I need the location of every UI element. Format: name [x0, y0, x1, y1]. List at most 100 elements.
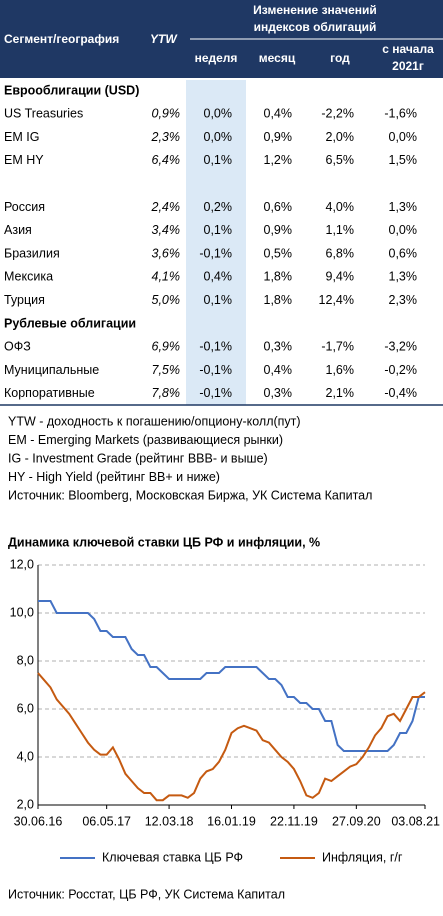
row-label: Муниципальные — [4, 363, 99, 377]
series-line — [38, 600, 425, 752]
table-cell: 1,1% — [326, 223, 355, 237]
y-tick-label: 8,0 — [17, 653, 34, 667]
table-cell: -0,4% — [384, 386, 417, 400]
table-cell: 0,2% — [204, 200, 233, 214]
table-cell: 3,4% — [152, 223, 181, 237]
note: IG - Investment Grade (рейтинг BBB- и вы… — [8, 451, 268, 465]
table-cell: 0,5% — [264, 246, 293, 260]
legend-label: Инфляция, г/г — [322, 850, 403, 864]
table-cell: 0,0% — [389, 223, 418, 237]
note: YTW - доходность к погашению/опциону-кол… — [8, 414, 301, 428]
table-cell: 0,9% — [264, 223, 293, 237]
note: EM - Emerging Markets (развивающиеся рын… — [8, 433, 283, 447]
table-cell: 3,6% — [152, 246, 181, 260]
row-label: US Treasuries — [4, 107, 83, 121]
table-cell: 2,4% — [151, 200, 181, 214]
header-segment: Сегмент/география — [4, 32, 119, 46]
row-label: Россия — [4, 200, 45, 214]
table-cell: 1,2% — [264, 153, 293, 167]
note: HY - High Yield (рейтинг BB+ и ниже) — [8, 470, 220, 484]
table-cell: 0,6% — [264, 200, 293, 214]
table-cell: -0,1% — [199, 386, 232, 400]
table-cell: 0,0% — [204, 107, 233, 121]
header-group: индексов облигаций — [254, 20, 377, 34]
table-cell: 0,0% — [204, 130, 233, 144]
table-cell: 0,3% — [264, 386, 293, 400]
y-tick-label: 4,0 — [17, 749, 34, 763]
row-label: Азия — [4, 223, 32, 237]
y-tick-label: 10,0 — [10, 605, 34, 619]
table-cell: -2,2% — [321, 107, 354, 121]
week-column-highlight — [186, 80, 246, 405]
header-column: год — [330, 51, 350, 65]
row-label: ОФЗ — [4, 340, 31, 354]
table-cell: -1,7% — [321, 340, 354, 354]
header-column: 2021г — [392, 59, 424, 73]
row-label: EM IG — [4, 130, 39, 144]
table-cell: 4,0% — [326, 200, 355, 214]
table-cell: 1,6% — [326, 363, 355, 377]
table-cell: 1,8% — [264, 270, 293, 284]
row-label: Турция — [4, 293, 45, 307]
table-cell: 7,5% — [152, 363, 181, 377]
table-cell: 7,8% — [152, 386, 181, 400]
x-tick-label: 16.01.19 — [207, 814, 256, 828]
table-cell: 0,4% — [204, 270, 233, 284]
table-cell: 2,0% — [326, 130, 355, 144]
row-label: Бразилия — [4, 246, 60, 260]
header-column: неделя — [195, 51, 238, 65]
table-cell: 0,1% — [204, 293, 233, 307]
table-cell: 6,9% — [152, 340, 181, 354]
y-tick-label: 6,0 — [17, 701, 34, 715]
section-title: Еврооблигации (USD) — [4, 83, 139, 97]
table-cell: 2,3% — [151, 130, 181, 144]
table-cell: -1,6% — [384, 107, 417, 121]
table-cell: 0,9% — [152, 107, 181, 121]
y-tick-label: 12,0 — [10, 557, 34, 571]
section-title: Рублевые облигации — [4, 316, 136, 330]
x-tick-label: 22.11.19 — [270, 814, 318, 828]
table-cell: 5,0% — [152, 293, 181, 307]
table-cell: 9,4% — [326, 270, 355, 284]
header-column: месяц — [259, 51, 296, 65]
table-cell: 2,1% — [326, 386, 355, 400]
table-cell: 1,8% — [264, 293, 293, 307]
table-cell: 0,3% — [264, 340, 293, 354]
table-cell: 1,5% — [389, 153, 418, 167]
table-cell: -0,1% — [199, 246, 232, 260]
table-cell: 0,4% — [264, 363, 293, 377]
header-ytw: YTW — [150, 32, 178, 46]
table-cell: -0,1% — [199, 340, 232, 354]
header-group: Изменение значений — [253, 3, 377, 17]
row-label: Корпоративные — [4, 386, 95, 400]
table-cell: 0,1% — [204, 153, 233, 167]
table-cell: 4,1% — [152, 270, 181, 284]
legend-label: Ключевая ставка ЦБ РФ — [102, 850, 243, 864]
table-cell: 0,0% — [389, 130, 418, 144]
series-line — [37, 672, 426, 802]
table-cell: 0,6% — [389, 246, 418, 260]
row-label: EM HY — [4, 153, 44, 167]
table-cell: -0,1% — [199, 363, 232, 377]
table-cell: -0,2% — [384, 363, 417, 377]
table-cell: 2,3% — [389, 293, 418, 307]
table-cell: 1,3% — [389, 200, 418, 214]
note: Источник: Bloomberg, Московская Биржа, У… — [8, 488, 372, 502]
chart-source: Источник: Росстат, ЦБ РФ, УК Система Кап… — [8, 887, 285, 901]
table-cell: 0,1% — [204, 223, 233, 237]
header-column: с начала — [382, 42, 434, 56]
table-cell: 0,9% — [264, 130, 293, 144]
x-tick-label: 12.03.18 — [145, 814, 194, 828]
chart-title: Динамика ключевой ставки ЦБ РФ и инфляци… — [8, 535, 320, 549]
x-tick-label: 27.09.20 — [332, 814, 381, 828]
table-cell: -3,2% — [384, 340, 417, 354]
table-cell: 12,4% — [319, 293, 354, 307]
table-cell: 0,4% — [264, 107, 293, 121]
table-cell: 6,4% — [152, 153, 181, 167]
table-cell: 6,8% — [326, 246, 355, 260]
x-tick-label: 30.06.16 — [14, 814, 63, 828]
table-cell: 1,3% — [389, 270, 418, 284]
table-cell: 6,5% — [326, 153, 355, 167]
x-tick-label: 06.05.17 — [82, 814, 131, 828]
